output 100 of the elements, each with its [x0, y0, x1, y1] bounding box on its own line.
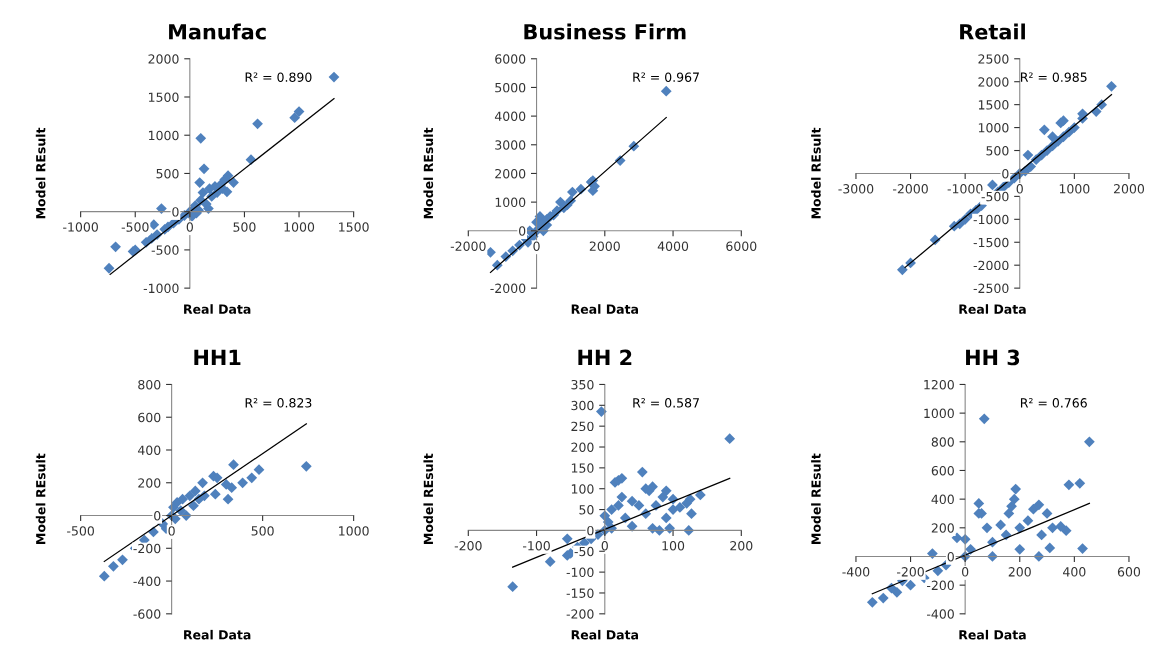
y-tick-label: 200 [571, 442, 594, 452]
y-tick-label: 100 [571, 484, 594, 494]
y-tick-label: 2500 [978, 54, 1009, 64]
x-tick-label: -500 [121, 222, 149, 232]
chart-title: Manufac [169, 23, 266, 40]
y-tick-label: -1000 [973, 214, 1009, 225]
x-axis-title: Real Data [184, 304, 251, 314]
y-tick-label: -500 [981, 191, 1009, 202]
chart-title: Retail [960, 23, 1025, 40]
y-tick-label: 400 [931, 494, 954, 505]
y-tick-label: 500 [156, 168, 179, 179]
y-tick-label: -200 [566, 609, 594, 619]
y-tick-label: 1000 [495, 197, 526, 208]
y-axis-title: Model REsult [811, 453, 821, 544]
y-tick-label: -150 [566, 588, 594, 598]
y-tick-label: -1500 [973, 237, 1009, 248]
x-axis-title: Real Data [959, 629, 1026, 640]
y-tick-label: -400 [133, 576, 161, 586]
y-tick-label: 5000 [495, 82, 526, 93]
y-tick-label: 200 [138, 478, 161, 488]
y-axis-title: Model REsult [811, 127, 821, 219]
x-tick-label: 600 [1117, 567, 1141, 577]
y-tick-label: -2000 [973, 260, 1009, 271]
y-tick-label: 500 [986, 145, 1009, 156]
x-axis-title: Real Data [571, 629, 639, 640]
chart-title: Business Firm [524, 23, 686, 40]
x-tick-label: 1000 [284, 222, 315, 232]
x-tick-label: 500 [251, 526, 274, 536]
x-tick-label: 100 [662, 541, 685, 551]
y-axis-title: Model REsult [423, 127, 434, 219]
x-tick-label: -200 [454, 541, 482, 551]
y-tick-label: 1000 [924, 408, 954, 419]
x-tick-label: -400 [842, 567, 870, 577]
x-tick-label: -2000 [450, 241, 486, 251]
y-tick-label: 50 [579, 505, 594, 515]
y-tick-label: 2000 [978, 77, 1009, 87]
x-tick-label: 1000 [339, 526, 369, 536]
x-tick-label: 1500 [339, 222, 369, 232]
y-tick-label: 800 [138, 379, 161, 390]
x-tick-label: 400 [1063, 567, 1086, 577]
x-tick-label: 0 [962, 567, 969, 577]
y-tick-label: 4000 [494, 111, 526, 122]
x-axis-title: Real Data [571, 304, 639, 314]
y-tick-label: 0 [154, 510, 161, 521]
y-tick-label: 3000 [495, 140, 526, 150]
x-tick-label: -100 [522, 541, 550, 551]
y-axis-title: Model REsult [35, 453, 46, 544]
y-tick-label: 150 [571, 463, 594, 473]
y-tick-label: 1000 [148, 130, 179, 141]
y-tick-label: 600 [931, 465, 954, 476]
y-tick-label: -400 [926, 609, 954, 619]
x-tick-label: -500 [67, 526, 94, 536]
x-tick-label: 1000 [1059, 184, 1090, 194]
y-axis-title: Model REsult [35, 127, 46, 219]
y-tick-label: 0 [172, 207, 179, 217]
y-tick-label: 0 [947, 551, 954, 562]
y-tick-label: -2500 [973, 283, 1009, 294]
annotation: R² = 0.823 [245, 398, 312, 408]
y-tick-label: 300 [571, 400, 594, 411]
x-tick-label: -1000 [63, 222, 98, 232]
x-tick-label: 0 [1016, 184, 1023, 194]
annotation: R² = 0.985 [1020, 72, 1087, 82]
x-axis-title: Real Data [184, 629, 251, 640]
annotation: R² = 0.967 [633, 72, 699, 82]
chart-title: HH1 [194, 349, 241, 366]
y-tick-label: 1000 [978, 123, 1009, 133]
y-tick-label: -50 [574, 546, 594, 557]
annotation: R² = 0.587 [633, 398, 699, 408]
x-tick-label: 0 [533, 241, 540, 251]
y-tick-label: 1500 [148, 92, 179, 102]
chart-title: HH 3 [966, 349, 1020, 366]
y-tick-label: 1500 [978, 100, 1009, 110]
y-tick-label: 6000 [495, 54, 526, 64]
y-tick-label: -200 [926, 580, 954, 591]
y-tick-label: 0 [1002, 168, 1009, 179]
x-tick-label: 200 [1008, 567, 1031, 577]
annotation: R² = 0.766 [1020, 398, 1087, 408]
y-tick-label: 800 [931, 437, 954, 447]
x-axis-title: Real Data [959, 304, 1026, 314]
x-tick-label: 2000 [1113, 184, 1145, 194]
y-tick-label: 350 [571, 379, 594, 390]
y-tick-label: -2000 [490, 283, 526, 294]
x-tick-label: -3000 [838, 184, 874, 194]
x-tick-label: 0 [186, 222, 193, 232]
y-tick-label: 600 [138, 412, 161, 423]
x-tick-label: -2000 [893, 184, 928, 194]
x-tick-label: 0 [601, 541, 608, 551]
x-tick-label: 200 [730, 541, 753, 551]
x-tick-label: 4000 [657, 241, 689, 251]
y-axis-title: Model REsult [423, 453, 434, 544]
y-tick-label: 2000 [495, 168, 526, 179]
y-tick-label: -600 [133, 609, 161, 619]
x-tick-label: 6000 [726, 241, 757, 251]
chart-title: HH 2 [578, 349, 632, 366]
x-tick-label: -1000 [947, 184, 983, 194]
annotation: R² = 0.890 [245, 72, 312, 82]
y-tick-label: -1000 [143, 283, 179, 294]
y-tick-label: 250 [571, 421, 594, 432]
x-tick-label: -200 [896, 567, 924, 577]
y-tick-label: 2000 [148, 54, 179, 64]
